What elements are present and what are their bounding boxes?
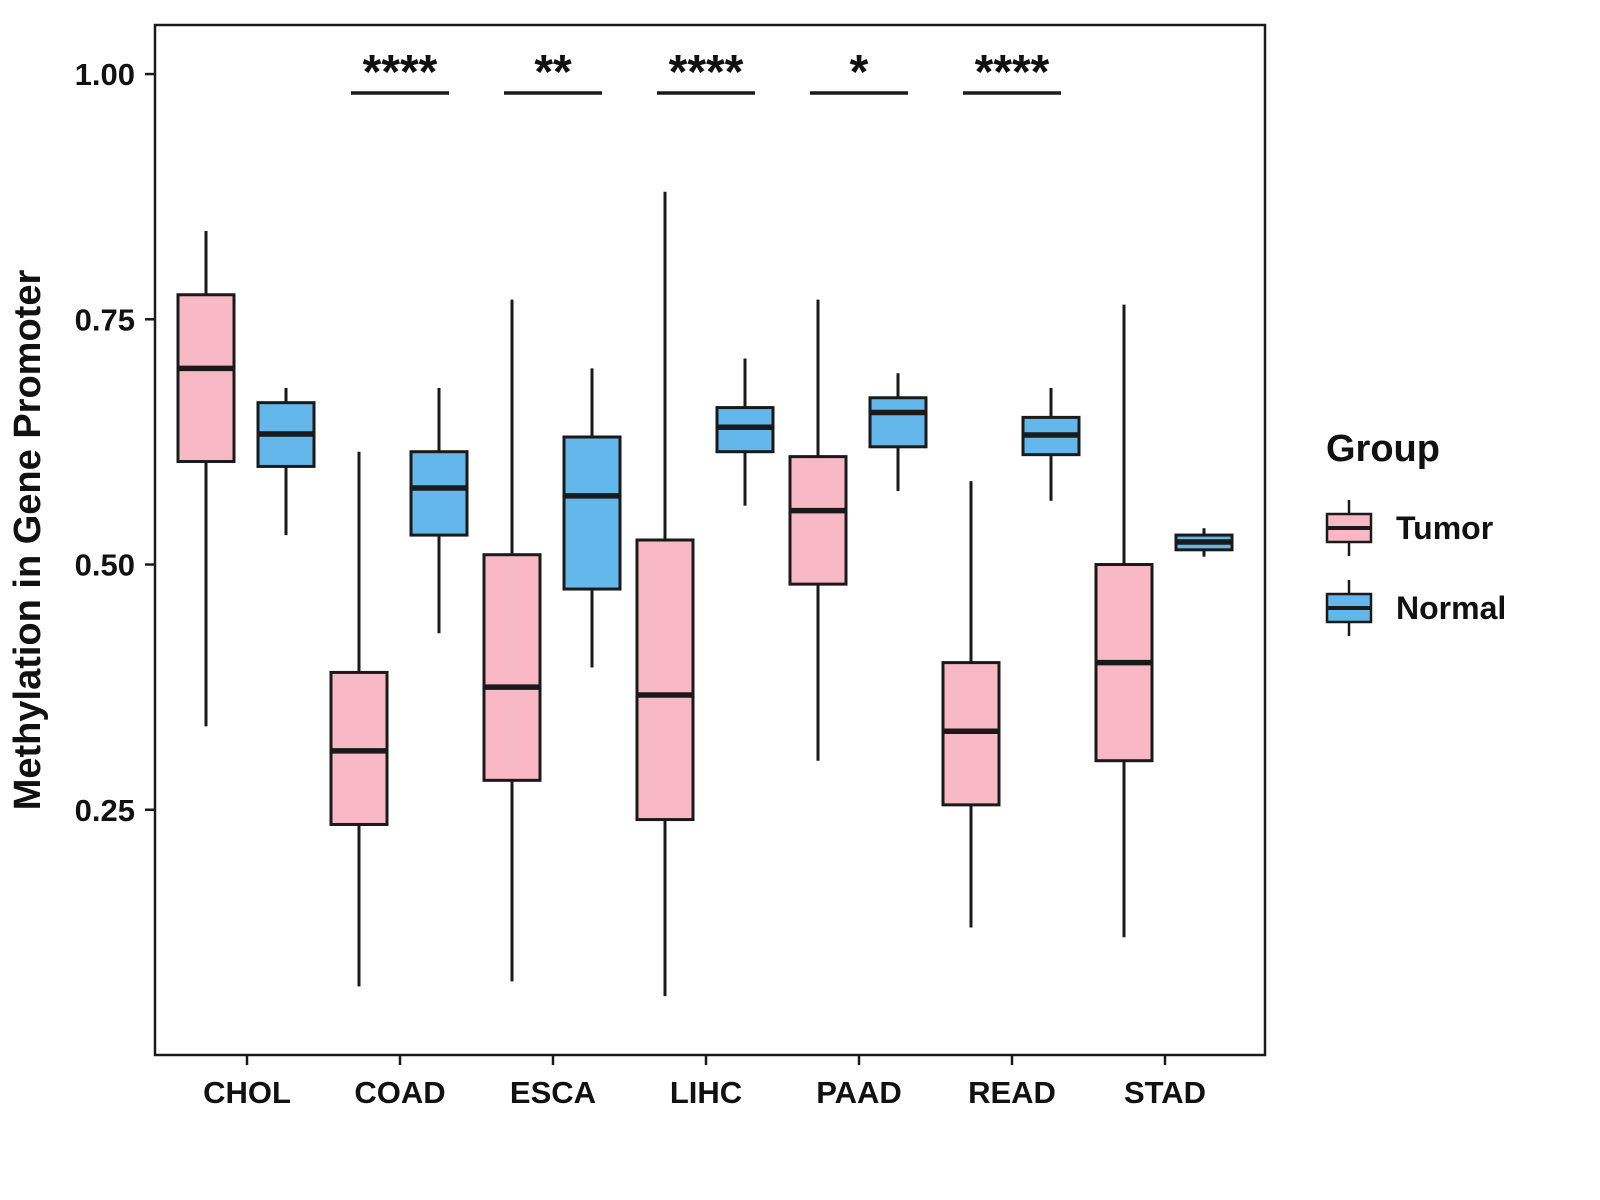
legend-item-normal: Normal bbox=[1322, 577, 1506, 639]
iqr-box bbox=[409, 450, 469, 537]
box-READ-Tumor bbox=[941, 481, 1001, 928]
box-LIHC-Normal bbox=[715, 358, 775, 506]
box-STAD-Normal bbox=[1174, 528, 1234, 557]
box-CHOL-Tumor bbox=[176, 231, 236, 727]
x-tick-label: PAAD bbox=[816, 1075, 902, 1110]
x-tick-label: CHOL bbox=[203, 1075, 291, 1110]
box-ESCA-Normal bbox=[562, 368, 622, 668]
iqr-box bbox=[562, 435, 622, 591]
box-ESCA-Tumor bbox=[482, 299, 542, 982]
iqr-box bbox=[868, 396, 928, 449]
x-tick-label: ESCA bbox=[510, 1075, 596, 1110]
box-STAD-Tumor bbox=[1094, 304, 1154, 938]
significance-PAAD: * bbox=[810, 46, 908, 99]
iqr-box bbox=[788, 455, 848, 586]
x-tick-label: READ bbox=[968, 1075, 1056, 1110]
y-tick-label: 1.00 bbox=[75, 57, 135, 92]
significance-READ: **** bbox=[963, 46, 1061, 99]
y-tick-label: 0.25 bbox=[75, 793, 135, 828]
significance-ESCA: ** bbox=[504, 46, 602, 99]
significance-COAD: **** bbox=[351, 46, 449, 99]
significance-stars: ** bbox=[534, 46, 572, 99]
x-tick-label: STAD bbox=[1124, 1075, 1206, 1110]
legend-label-tumor: Tumor bbox=[1396, 509, 1494, 546]
tumor-boxplot-key-icon bbox=[1325, 500, 1373, 556]
box-LIHC-Tumor bbox=[635, 191, 695, 997]
y-tick-label: 0.75 bbox=[75, 302, 135, 337]
significance-stars: **** bbox=[669, 46, 744, 99]
iqr-box bbox=[176, 293, 236, 464]
x-tick-label: COAD bbox=[354, 1075, 445, 1110]
box-CHOL-Normal bbox=[256, 387, 316, 536]
box-PAAD-Normal bbox=[868, 373, 928, 491]
y-axis-title: Methylation in Gene Promoter bbox=[7, 270, 49, 811]
y-tick-label: 0.50 bbox=[75, 548, 135, 583]
significance-stars: * bbox=[850, 46, 869, 99]
legend-item-tumor: Tumor bbox=[1322, 497, 1506, 559]
box-PAAD-Tumor bbox=[788, 299, 848, 761]
significance-LIHC: **** bbox=[657, 46, 755, 99]
legend-label-normal: Normal bbox=[1396, 589, 1507, 626]
plot-panel-border bbox=[153, 23, 1267, 1057]
normal-boxplot-key-icon bbox=[1325, 580, 1373, 636]
iqr-box bbox=[482, 553, 542, 782]
legend: Group Tumor Normal bbox=[1322, 428, 1506, 657]
box-COAD-Tumor bbox=[329, 451, 389, 987]
iqr-box bbox=[635, 538, 695, 822]
legend-title: Group bbox=[1326, 428, 1440, 470]
box-COAD-Normal bbox=[409, 387, 469, 634]
box-READ-Normal bbox=[1021, 387, 1081, 501]
significance-stars: **** bbox=[363, 46, 438, 99]
significance-stars: **** bbox=[975, 46, 1050, 99]
x-tick-label: LIHC bbox=[670, 1075, 742, 1110]
